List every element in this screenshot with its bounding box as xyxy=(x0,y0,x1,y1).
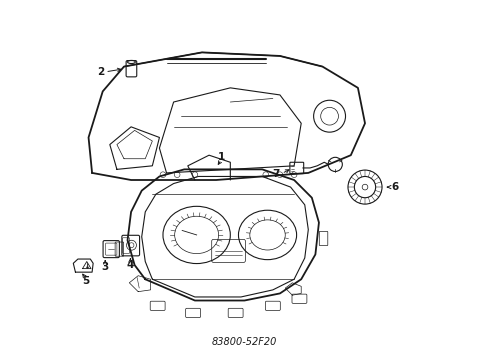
Text: 5: 5 xyxy=(82,276,89,286)
Text: 1: 1 xyxy=(217,152,224,162)
Text: 7: 7 xyxy=(272,168,279,179)
Text: 2: 2 xyxy=(97,67,104,77)
Text: 4: 4 xyxy=(126,260,134,270)
Text: 83800-52F20: 83800-52F20 xyxy=(211,337,277,347)
Text: 6: 6 xyxy=(391,182,398,192)
Text: 3: 3 xyxy=(102,262,109,272)
